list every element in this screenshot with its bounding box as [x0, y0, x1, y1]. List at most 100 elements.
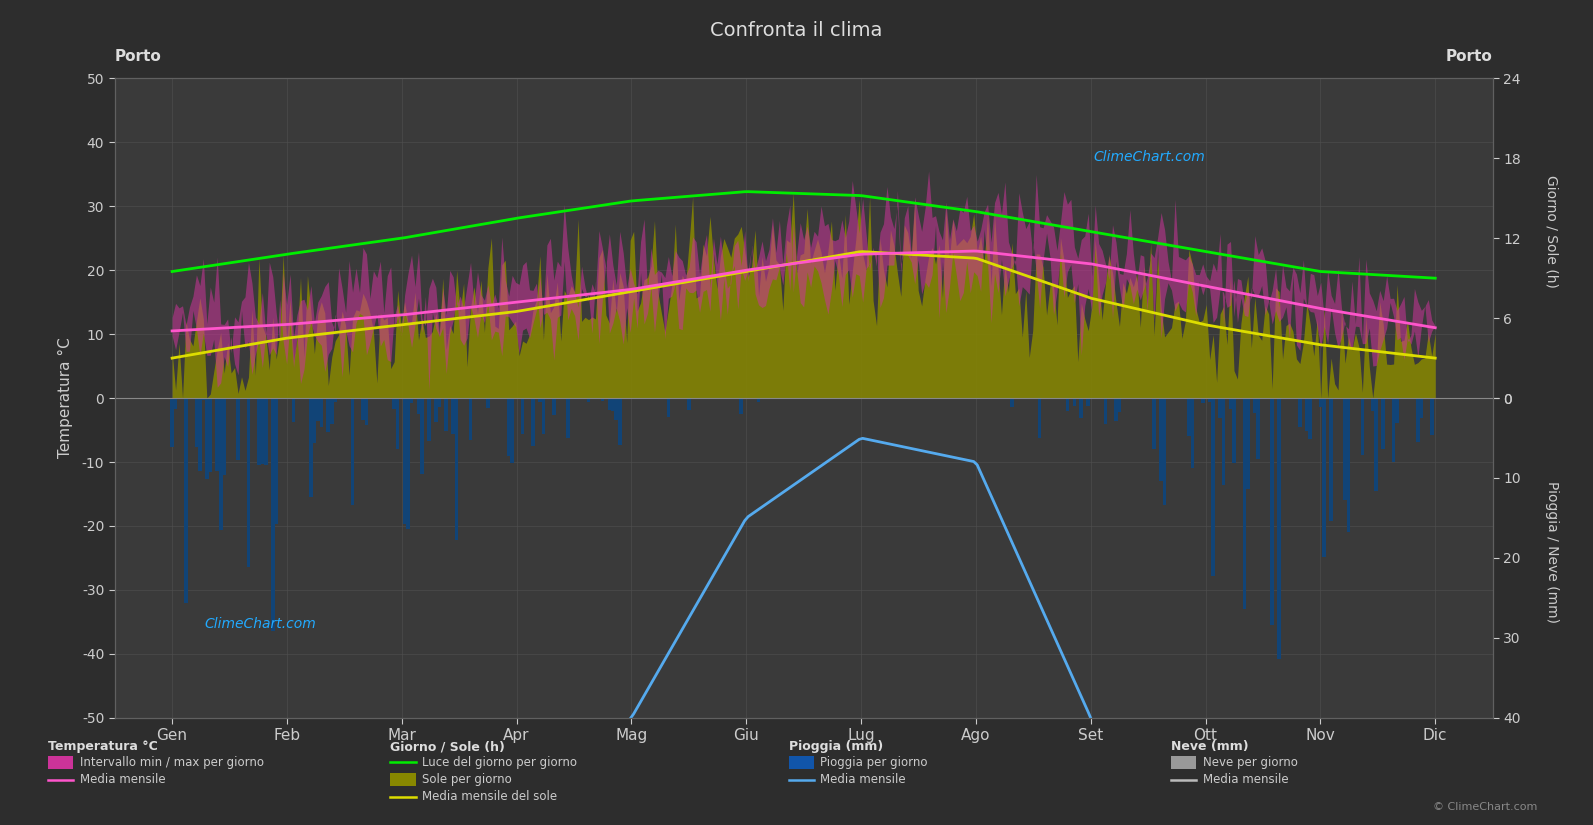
- Bar: [1381, 398, 1384, 449]
- Bar: [333, 398, 338, 403]
- Bar: [615, 398, 618, 420]
- Bar: [218, 398, 223, 530]
- Bar: [1219, 398, 1222, 418]
- Bar: [1270, 398, 1274, 625]
- Bar: [1431, 398, 1434, 435]
- Bar: [312, 398, 315, 444]
- Text: Intervallo min / max per giorno: Intervallo min / max per giorno: [80, 756, 264, 769]
- Bar: [566, 398, 570, 437]
- Bar: [1222, 398, 1225, 485]
- Bar: [1160, 398, 1163, 481]
- Bar: [1257, 398, 1260, 459]
- Bar: [292, 398, 295, 422]
- Bar: [1207, 398, 1212, 403]
- Bar: [1319, 398, 1322, 408]
- Bar: [365, 398, 368, 425]
- Bar: [1308, 398, 1313, 440]
- Bar: [198, 398, 202, 471]
- Bar: [521, 398, 524, 434]
- Bar: [1254, 398, 1257, 412]
- Text: ClimeChart.com: ClimeChart.com: [1093, 150, 1204, 164]
- Text: Media mensile: Media mensile: [820, 773, 906, 786]
- Bar: [612, 398, 615, 411]
- Bar: [530, 398, 535, 446]
- Bar: [1372, 398, 1375, 411]
- Bar: [1187, 398, 1190, 436]
- Bar: [468, 398, 473, 440]
- Y-axis label: Pioggia / Neve (mm): Pioggia / Neve (mm): [1545, 480, 1560, 623]
- Bar: [215, 398, 220, 471]
- Bar: [507, 398, 510, 455]
- Bar: [1231, 398, 1236, 463]
- Bar: [586, 398, 591, 402]
- Text: ClimeChart.com: ClimeChart.com: [204, 617, 315, 631]
- Bar: [510, 398, 515, 463]
- Bar: [1395, 398, 1399, 423]
- Bar: [1419, 398, 1423, 418]
- Bar: [362, 398, 365, 420]
- Bar: [1228, 398, 1233, 409]
- Bar: [553, 398, 556, 415]
- Bar: [209, 398, 212, 472]
- Bar: [330, 398, 333, 424]
- Bar: [1118, 398, 1121, 412]
- Bar: [421, 398, 424, 474]
- Bar: [601, 398, 604, 401]
- Bar: [1190, 398, 1195, 469]
- Bar: [1278, 398, 1281, 658]
- Bar: [170, 398, 174, 446]
- Text: Media mensile: Media mensile: [1203, 773, 1289, 786]
- Bar: [264, 398, 268, 464]
- Text: Pioggia (mm): Pioggia (mm): [789, 740, 883, 753]
- Bar: [433, 398, 438, 422]
- Bar: [247, 398, 250, 568]
- Bar: [1104, 398, 1107, 423]
- Bar: [757, 398, 760, 402]
- Text: Sole per giorno: Sole per giorno: [422, 773, 511, 786]
- Bar: [1163, 398, 1166, 505]
- Bar: [607, 398, 612, 410]
- Bar: [174, 398, 177, 409]
- Bar: [427, 398, 430, 441]
- Bar: [1239, 398, 1243, 399]
- Bar: [542, 398, 545, 434]
- Bar: [1152, 398, 1157, 449]
- Bar: [1346, 398, 1351, 532]
- Bar: [185, 398, 188, 603]
- Bar: [271, 398, 274, 631]
- Bar: [1246, 398, 1249, 489]
- Bar: [1066, 398, 1069, 411]
- Text: © ClimeChart.com: © ClimeChart.com: [1432, 802, 1537, 812]
- Text: Giorno / Sole (h): Giorno / Sole (h): [390, 740, 505, 753]
- Text: Confronta il clima: Confronta il clima: [710, 21, 883, 40]
- Bar: [451, 398, 456, 435]
- Text: Pioggia per giorno: Pioggia per giorno: [820, 756, 927, 769]
- Bar: [1360, 398, 1364, 455]
- Bar: [1114, 398, 1118, 422]
- Bar: [618, 398, 621, 446]
- Bar: [666, 398, 671, 417]
- Bar: [403, 398, 406, 525]
- Bar: [456, 398, 459, 540]
- Bar: [1329, 398, 1333, 521]
- Bar: [444, 398, 448, 431]
- Bar: [1298, 398, 1301, 427]
- Bar: [261, 398, 264, 464]
- Text: Porto: Porto: [115, 50, 161, 64]
- Text: Luce del giorno per giorno: Luce del giorno per giorno: [422, 756, 577, 769]
- Text: Neve (mm): Neve (mm): [1171, 740, 1249, 753]
- Bar: [395, 398, 400, 449]
- Bar: [350, 398, 354, 505]
- Bar: [687, 398, 691, 410]
- Text: Temperatura °C: Temperatura °C: [48, 740, 158, 753]
- Bar: [274, 398, 279, 524]
- Text: Neve per giorno: Neve per giorno: [1203, 756, 1298, 769]
- Bar: [194, 398, 198, 446]
- Text: Media mensile del sole: Media mensile del sole: [422, 790, 558, 804]
- Bar: [1305, 398, 1309, 431]
- Bar: [1343, 398, 1346, 500]
- Bar: [236, 398, 241, 460]
- Bar: [406, 398, 409, 529]
- Bar: [1201, 398, 1204, 403]
- Bar: [438, 398, 441, 407]
